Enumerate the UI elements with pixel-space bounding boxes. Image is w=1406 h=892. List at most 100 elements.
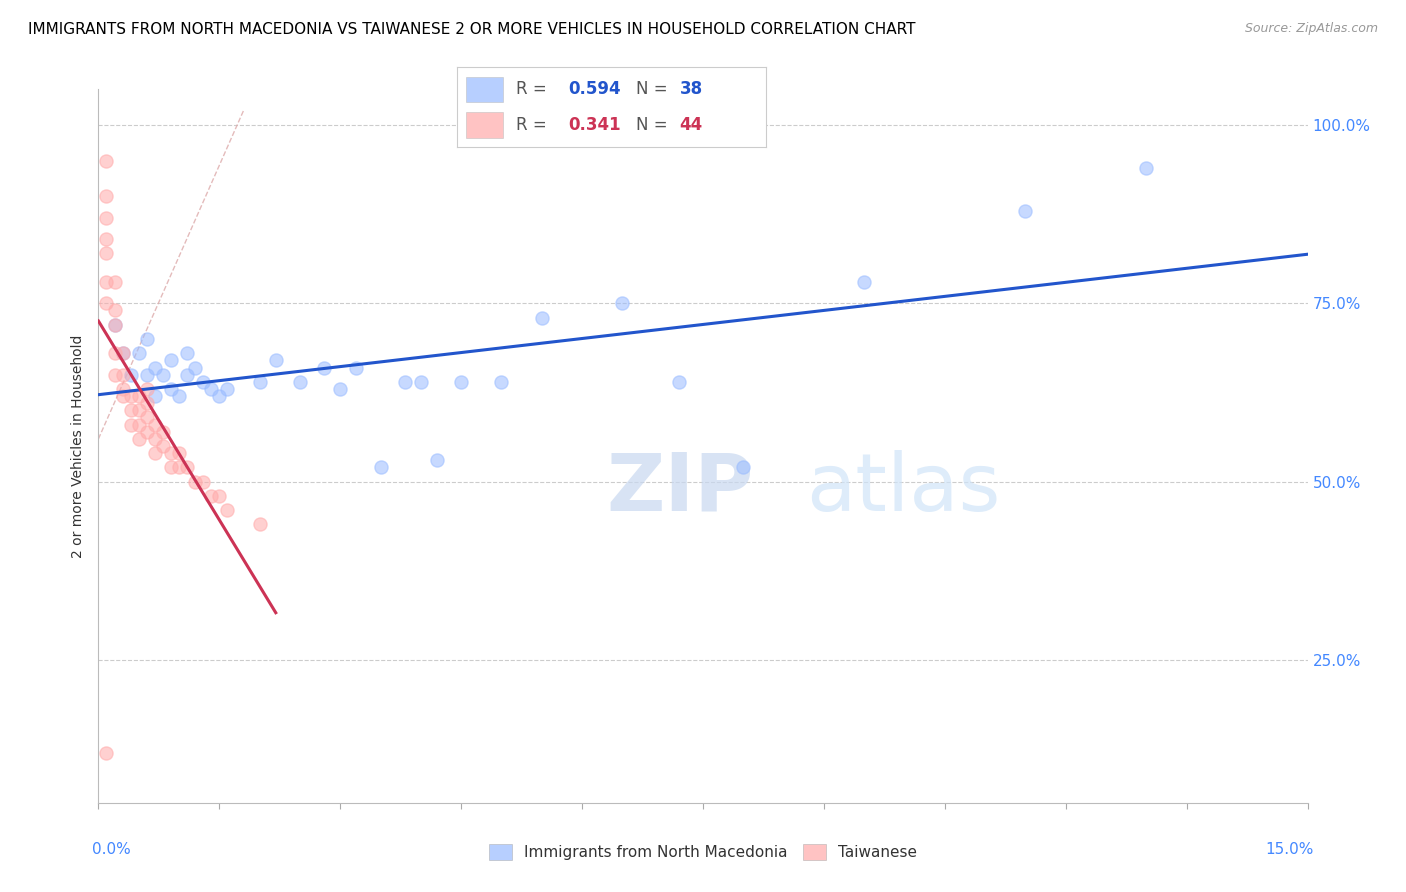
Point xyxy=(103,368,125,382)
Point xyxy=(152,439,174,453)
Legend: Immigrants from North Macedonia, Taiwanese: Immigrants from North Macedonia, Taiwane… xyxy=(482,838,924,866)
Point xyxy=(491,375,513,389)
Point xyxy=(103,318,125,332)
Point xyxy=(176,346,198,360)
Point xyxy=(160,353,183,368)
Text: IMMIGRANTS FROM NORTH MACEDONIA VS TAIWANESE 2 OR MORE VEHICLES IN HOUSEHOLD COR: IMMIGRANTS FROM NORTH MACEDONIA VS TAIWA… xyxy=(28,22,915,37)
Point xyxy=(103,318,125,332)
Point xyxy=(193,375,215,389)
Point xyxy=(733,460,755,475)
Point xyxy=(120,417,142,432)
Point xyxy=(167,460,190,475)
Point xyxy=(128,389,150,403)
Point xyxy=(450,375,472,389)
Point xyxy=(217,503,239,517)
Point xyxy=(103,275,125,289)
Point xyxy=(103,303,125,318)
Point xyxy=(135,396,157,410)
Point xyxy=(120,368,142,382)
Point xyxy=(288,375,311,389)
Text: 0.0%: 0.0% xyxy=(93,842,131,857)
Point xyxy=(176,368,198,382)
Point xyxy=(120,389,142,403)
Point xyxy=(96,275,118,289)
Point xyxy=(128,403,150,417)
Text: 38: 38 xyxy=(679,80,703,98)
Point xyxy=(394,375,416,389)
Point xyxy=(426,453,449,467)
Point xyxy=(96,232,118,246)
Point xyxy=(167,389,190,403)
Point xyxy=(103,346,125,360)
Text: N =: N = xyxy=(637,80,673,98)
Point xyxy=(1014,203,1036,218)
Point xyxy=(530,310,553,325)
Point xyxy=(96,189,118,203)
Point xyxy=(853,275,876,289)
Point xyxy=(184,360,207,375)
Point xyxy=(264,353,287,368)
Point xyxy=(96,211,118,225)
Point xyxy=(96,246,118,260)
Point xyxy=(135,382,157,396)
Point xyxy=(143,389,166,403)
Text: atlas: atlas xyxy=(806,450,1000,528)
Point xyxy=(128,417,150,432)
Point xyxy=(193,475,215,489)
Point xyxy=(128,432,150,446)
Point xyxy=(96,746,118,760)
Point xyxy=(344,360,367,375)
Point xyxy=(120,403,142,417)
Point xyxy=(152,368,174,382)
Point xyxy=(135,368,157,382)
Point xyxy=(612,296,634,310)
Y-axis label: 2 or more Vehicles in Household: 2 or more Vehicles in Household xyxy=(72,334,86,558)
Point xyxy=(143,417,166,432)
Point xyxy=(1135,161,1157,175)
Point xyxy=(249,375,271,389)
Point xyxy=(200,382,222,396)
Point xyxy=(128,346,150,360)
Point xyxy=(111,346,134,360)
Point xyxy=(200,489,222,503)
Text: 0.341: 0.341 xyxy=(568,116,621,134)
Point xyxy=(249,517,271,532)
Point xyxy=(111,368,134,382)
Point xyxy=(135,410,157,425)
Text: Source: ZipAtlas.com: Source: ZipAtlas.com xyxy=(1244,22,1378,36)
Point xyxy=(329,382,352,396)
Text: 15.0%: 15.0% xyxy=(1265,842,1313,857)
Point xyxy=(143,360,166,375)
Text: N =: N = xyxy=(637,116,673,134)
Point xyxy=(370,460,392,475)
Point xyxy=(217,382,239,396)
Point xyxy=(152,425,174,439)
Point xyxy=(96,153,118,168)
Bar xyxy=(467,112,503,137)
Point xyxy=(135,425,157,439)
Text: R =: R = xyxy=(516,116,551,134)
Point xyxy=(143,446,166,460)
Text: ZIP: ZIP xyxy=(606,450,754,528)
Point xyxy=(160,446,183,460)
Point xyxy=(111,346,134,360)
Text: R =: R = xyxy=(516,80,551,98)
Point xyxy=(135,332,157,346)
Point xyxy=(160,382,183,396)
Point xyxy=(184,475,207,489)
Point xyxy=(314,360,336,375)
Point xyxy=(111,389,134,403)
Point xyxy=(176,460,198,475)
Text: 44: 44 xyxy=(679,116,703,134)
Point xyxy=(668,375,690,389)
Text: 0.594: 0.594 xyxy=(568,80,621,98)
Point xyxy=(160,460,183,475)
Point xyxy=(96,296,118,310)
Point xyxy=(208,389,231,403)
Point xyxy=(111,382,134,396)
Point xyxy=(167,446,190,460)
Point xyxy=(143,432,166,446)
Point xyxy=(409,375,432,389)
Point xyxy=(208,489,231,503)
Bar xyxy=(467,77,503,103)
